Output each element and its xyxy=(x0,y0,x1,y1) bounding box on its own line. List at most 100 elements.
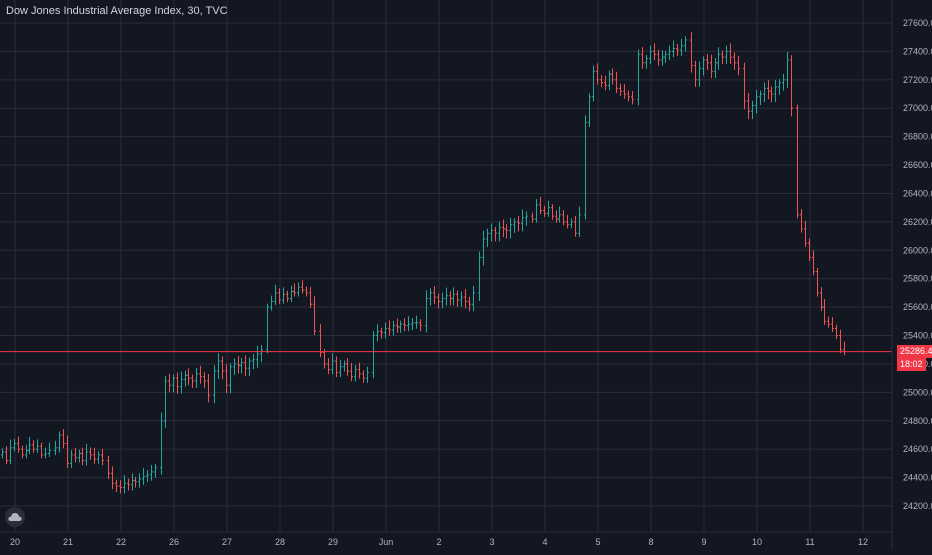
ohlc-bar xyxy=(710,54,713,79)
ohlc-bar xyxy=(729,43,732,65)
ohlc-bar xyxy=(93,447,96,464)
ohlc-bar xyxy=(131,473,134,491)
ohlc-bar xyxy=(213,365,216,404)
ohlc-bar xyxy=(645,54,648,69)
ohlc-bar xyxy=(543,205,546,217)
ohlc-bar xyxy=(525,211,528,226)
ohlc-bar xyxy=(641,47,644,69)
ohlc-bar xyxy=(54,440,57,456)
ohlc-bars-layer xyxy=(1,31,846,494)
ohlc-bar xyxy=(388,320,391,336)
ohlc-bar xyxy=(274,284,277,305)
y-tick-label: 27200.0 xyxy=(903,75,932,85)
ohlc-bar xyxy=(672,40,675,58)
ohlc-bar xyxy=(600,75,603,88)
ohlc-bar xyxy=(384,322,387,339)
ohlc-bar xyxy=(551,204,554,220)
ohlc-bar xyxy=(266,303,269,354)
ohlc-bar xyxy=(835,324,838,340)
ohlc-bar xyxy=(372,330,375,379)
ohlc-bar xyxy=(74,447,77,463)
x-tick-label: 2 xyxy=(436,537,441,547)
ohlc-bar xyxy=(441,292,444,309)
x-tick-label: 3 xyxy=(489,537,494,547)
ohlc-bar xyxy=(44,447,47,459)
ohlc-bar xyxy=(649,45,652,65)
ohlc-bar xyxy=(425,290,428,333)
x-tick-label: 10 xyxy=(752,537,762,547)
y-tick-label: 26600.0 xyxy=(903,160,932,170)
ohlc-bar xyxy=(468,296,471,312)
ohlc-bar xyxy=(78,449,81,463)
y-tick-label: 25400.0 xyxy=(903,331,932,341)
ohlc-bar xyxy=(399,320,402,333)
ohlc-bar xyxy=(478,251,481,302)
ohlc-bar xyxy=(127,478,130,491)
ohlc-bar xyxy=(5,446,8,465)
ohlc-bar xyxy=(547,200,550,217)
ohlc-bar xyxy=(115,479,118,492)
ohlc-bar xyxy=(449,291,452,306)
ohlc-bar xyxy=(313,296,316,335)
ohlc-bar xyxy=(419,319,422,332)
ohlc-bar xyxy=(203,372,206,388)
ohlc-bar xyxy=(221,356,224,380)
ohlc-bar xyxy=(28,436,31,455)
ohlc-bar xyxy=(164,376,167,428)
ohlc-bar xyxy=(97,451,100,464)
tradingview-logo-button[interactable] xyxy=(5,507,25,527)
ohlc-bar xyxy=(751,100,754,120)
ohlc-bar xyxy=(240,357,243,374)
ohlc-bar xyxy=(562,210,565,226)
ohlc-bar xyxy=(36,439,39,453)
ohlc-bar xyxy=(237,355,240,374)
ohlc-bar xyxy=(657,49,660,66)
x-tick-label: 28 xyxy=(275,537,285,547)
y-tick-label: 26400.0 xyxy=(903,188,932,198)
ohlc-bar xyxy=(494,226,497,242)
ohlc-bar xyxy=(123,475,126,494)
ohlc-bar xyxy=(555,210,558,223)
ohlc-bar xyxy=(592,65,595,102)
ohlc-bar xyxy=(680,38,683,56)
ohlc-bar xyxy=(290,285,293,303)
ohlc-bar xyxy=(305,286,308,297)
ohlc-bar xyxy=(217,353,220,380)
ohlc-bar xyxy=(502,219,505,238)
ohlc-bar xyxy=(286,290,289,303)
ohlc-bar xyxy=(256,345,259,368)
y-tick-label: 26000.0 xyxy=(903,245,932,255)
ohlc-bar xyxy=(168,374,171,393)
ohlc-bar xyxy=(354,364,357,382)
ohlc-bar xyxy=(623,84,626,99)
y-tick-label: 25800.0 xyxy=(903,274,932,284)
x-tick-label: 29 xyxy=(328,537,338,547)
ohlc-bar xyxy=(558,206,561,223)
ohlc-bar xyxy=(32,440,35,453)
ohlc-bar xyxy=(184,370,187,387)
ohlc-bar xyxy=(195,368,198,388)
ohlc-bar xyxy=(706,54,709,70)
ohlc-bar xyxy=(737,55,740,76)
ohlc-bar xyxy=(362,370,365,383)
ohlc-bar xyxy=(260,345,263,363)
ohlc-bar xyxy=(482,230,485,266)
ohlc-bar xyxy=(48,442,51,457)
ohlc-bar xyxy=(70,450,73,469)
ohlc-bar xyxy=(452,287,455,306)
ohlc-bar xyxy=(770,86,773,103)
ohlc-bar xyxy=(176,372,179,394)
ohlc-bar xyxy=(244,355,247,377)
ohlc-bar xyxy=(584,115,587,220)
ohlc-bar xyxy=(472,285,475,312)
ohlc-bar xyxy=(820,287,823,311)
ohlc-bar xyxy=(767,80,770,100)
x-tick-label: 20 xyxy=(10,537,20,547)
ohlc-bar xyxy=(505,224,508,239)
ohlc-bar xyxy=(350,362,353,382)
ohlc-bar xyxy=(119,480,122,494)
ohlc-bar xyxy=(339,359,342,378)
